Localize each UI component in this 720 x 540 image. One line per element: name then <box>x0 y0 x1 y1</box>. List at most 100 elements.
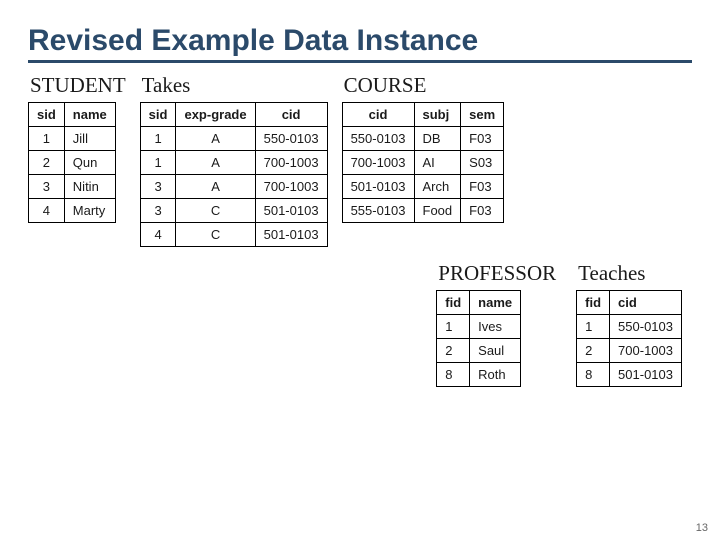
cell: A <box>176 175 255 199</box>
cell: 4 <box>140 223 176 247</box>
table-row: 700-1003AIS03 <box>342 151 504 175</box>
table-row: cid subj sem <box>342 103 504 127</box>
table-row: 3C501-0103 <box>140 199 327 223</box>
page-number: 13 <box>696 522 708 534</box>
cell: 1 <box>29 127 65 151</box>
table-row: 2Saul <box>437 339 521 363</box>
course-title: COURSE <box>344 73 505 98</box>
cell: Nitin <box>64 175 115 199</box>
professor-block: PROFESSOR fid name 1Ives 2Saul 8Roth <box>436 261 556 387</box>
table-row: 1550-0103 <box>577 315 682 339</box>
cell: 1 <box>437 315 470 339</box>
table-row: 4C501-0103 <box>140 223 327 247</box>
student-table: sid name 1Jill 2Qun 3Nitin 4Marty <box>28 102 116 223</box>
cell: Marty <box>64 199 115 223</box>
col-header: sem <box>461 103 504 127</box>
col-header: name <box>64 103 115 127</box>
bottom-row: PROFESSOR fid name 1Ives 2Saul 8Roth Tea… <box>28 261 682 387</box>
cell: 2 <box>29 151 65 175</box>
cell: 8 <box>437 363 470 387</box>
col-header: cid <box>255 103 327 127</box>
table-row: 2Qun <box>29 151 116 175</box>
table-row: 550-0103DBF03 <box>342 127 504 151</box>
cell: Saul <box>470 339 521 363</box>
cell: 700-1003 <box>255 175 327 199</box>
takes-title: Takes <box>142 73 328 98</box>
table-row: fid cid <box>577 291 682 315</box>
cell: 501-0103 <box>255 199 327 223</box>
professor-title: PROFESSOR <box>438 261 556 286</box>
cell: 555-0103 <box>342 199 414 223</box>
cell: 1 <box>140 151 176 175</box>
cell: A <box>176 127 255 151</box>
teaches-table: fid cid 1550-0103 2700-1003 8501-0103 <box>576 290 682 387</box>
cell: 1 <box>577 315 610 339</box>
cell: C <box>176 223 255 247</box>
cell: F03 <box>461 127 504 151</box>
cell: F03 <box>461 175 504 199</box>
cell: AI <box>414 151 461 175</box>
cell: 2 <box>577 339 610 363</box>
col-header: sid <box>29 103 65 127</box>
col-header: name <box>470 291 521 315</box>
cell: 501-0103 <box>610 363 682 387</box>
table-row: 1A550-0103 <box>140 127 327 151</box>
col-header: fid <box>577 291 610 315</box>
table-row: 4Marty <box>29 199 116 223</box>
table-row: 1Ives <box>437 315 521 339</box>
cell: Arch <box>414 175 461 199</box>
col-header: sid <box>140 103 176 127</box>
cell: 1 <box>140 127 176 151</box>
takes-block: Takes sid exp-grade cid 1A550-0103 1A700… <box>140 73 328 247</box>
table-row: 3Nitin <box>29 175 116 199</box>
cell: Food <box>414 199 461 223</box>
cell: DB <box>414 127 461 151</box>
cell: 501-0103 <box>255 223 327 247</box>
cell: 2 <box>437 339 470 363</box>
table-row: 555-0103FoodF03 <box>342 199 504 223</box>
top-row: STUDENT sid name 1Jill 2Qun 3Nitin 4Mart… <box>28 73 692 247</box>
cell: 550-0103 <box>342 127 414 151</box>
cell: 550-0103 <box>255 127 327 151</box>
course-table: cid subj sem 550-0103DBF03 700-1003AIS03… <box>342 102 505 223</box>
col-header: subj <box>414 103 461 127</box>
table-row: 501-0103ArchF03 <box>342 175 504 199</box>
takes-table: sid exp-grade cid 1A550-0103 1A700-1003 … <box>140 102 328 247</box>
cell: Qun <box>64 151 115 175</box>
table-row: sid exp-grade cid <box>140 103 327 127</box>
cell: 550-0103 <box>610 315 682 339</box>
table-row: 3A700-1003 <box>140 175 327 199</box>
table-row: 1Jill <box>29 127 116 151</box>
teaches-title: Teaches <box>578 261 682 286</box>
cell: C <box>176 199 255 223</box>
teaches-block: Teaches fid cid 1550-0103 2700-1003 8501… <box>576 261 682 387</box>
cell: Jill <box>64 127 115 151</box>
cell: 4 <box>29 199 65 223</box>
col-header: cid <box>342 103 414 127</box>
col-header: cid <box>610 291 682 315</box>
cell: 8 <box>577 363 610 387</box>
cell: Ives <box>470 315 521 339</box>
student-title: STUDENT <box>30 73 126 98</box>
col-header: fid <box>437 291 470 315</box>
page-title: Revised Example Data Instance <box>28 24 692 58</box>
student-block: STUDENT sid name 1Jill 2Qun 3Nitin 4Mart… <box>28 73 126 223</box>
table-row: 1A700-1003 <box>140 151 327 175</box>
table-row: 8501-0103 <box>577 363 682 387</box>
table-row: 8Roth <box>437 363 521 387</box>
cell: 3 <box>140 175 176 199</box>
professor-table: fid name 1Ives 2Saul 8Roth <box>436 290 521 387</box>
cell: A <box>176 151 255 175</box>
col-header: exp-grade <box>176 103 255 127</box>
title-rule <box>28 60 692 63</box>
cell: 501-0103 <box>342 175 414 199</box>
cell: 700-1003 <box>610 339 682 363</box>
table-row: 2700-1003 <box>577 339 682 363</box>
cell: 700-1003 <box>342 151 414 175</box>
cell: 700-1003 <box>255 151 327 175</box>
table-row: sid name <box>29 103 116 127</box>
cell: S03 <box>461 151 504 175</box>
table-row: fid name <box>437 291 521 315</box>
cell: F03 <box>461 199 504 223</box>
cell: 3 <box>140 199 176 223</box>
